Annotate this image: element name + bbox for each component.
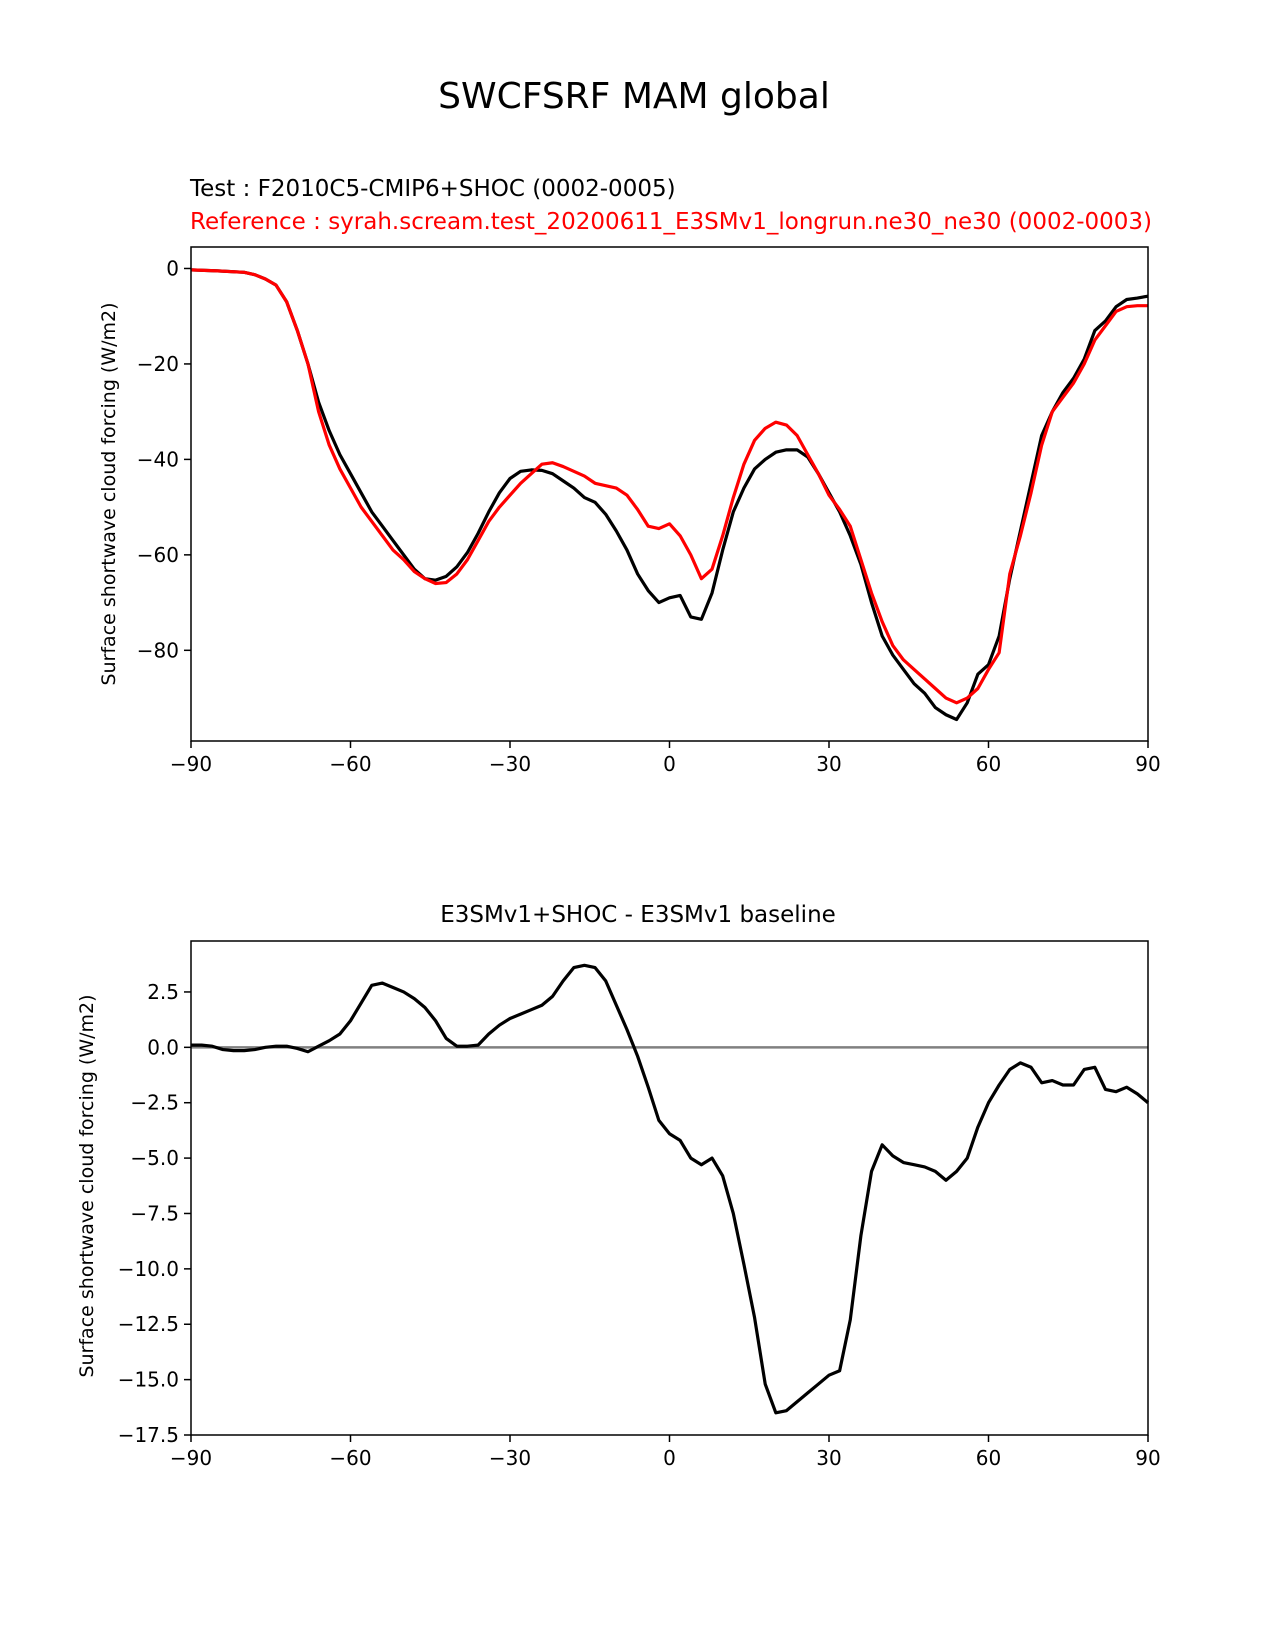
top-y-tick-label: −40	[137, 447, 179, 471]
top-y-tick-label: −60	[137, 543, 179, 567]
top-series-reference-line	[190, 268, 1148, 705]
top-ylabel: Surface shortwave cloud forcing (W/m2)	[98, 302, 120, 685]
panel-top-chart: Test : F2010C5-CMIP6+SHOC (0002-0005) Re…	[98, 176, 1161, 776]
bottom-y-tick-label: −15.0	[118, 1368, 179, 1392]
bottom-y-tick-label: −2.5	[130, 1091, 179, 1115]
reference-title: Reference : syrah.scream.test_20200611_E…	[190, 209, 1152, 235]
top-x-tick-label: 0	[663, 752, 676, 776]
bottom-plot-area: −90 −60 −30 0 30 60 90 2.5 0.0 −2.5 −5.0 −7.5 −10.0 −…	[118, 940, 1161, 1470]
top-x-tick-label: 30	[816, 752, 841, 776]
top-x-tick-label: −90	[170, 752, 212, 776]
top-plot-area: −90 −60 −30 0 30 60 90 0 −20 −40 −60 −80	[137, 246, 1161, 776]
top-y-tick-label: 0	[166, 256, 179, 280]
top-x-tick-label: −60	[329, 752, 371, 776]
bottom-y-tick-label: 2.5	[147, 980, 179, 1004]
bottom-x-tick-label: 30	[816, 1446, 841, 1470]
top-x-tick-label: 90	[1135, 752, 1160, 776]
top-series-test-line	[190, 268, 1149, 722]
test-title: Test : F2010C5-CMIP6+SHOC (0002-0005)	[189, 176, 676, 202]
bottom-x-tick-label: 0	[663, 1446, 676, 1470]
bottom-x-tick-label: 60	[976, 1446, 1001, 1470]
bottom-y-tick-label: −10.0	[118, 1257, 179, 1281]
top-x-tick-label: −30	[489, 752, 531, 776]
bottom-y-tick-label: −12.5	[118, 1312, 179, 1336]
bottom-x-tick-label: 90	[1135, 1446, 1160, 1470]
top-x-tick-label: 60	[976, 752, 1001, 776]
bottom-ylabel: Surface shortwave cloud forcing (W/m2)	[76, 994, 98, 1377]
panel-bottom-chart: E3SMv1+SHOC - E3SMv1 baseline Surface sh…	[76, 902, 1161, 1470]
bottom-x-tick-label: −30	[489, 1446, 531, 1470]
bottom-series-difference-line	[191, 963, 1150, 1415]
top-y-tick-label: −20	[137, 352, 179, 376]
figure-suptitle: SWCFSRF MAM global	[438, 76, 830, 117]
bottom-y-tick-label: −17.5	[118, 1423, 179, 1447]
bottom-y-tick-label: −7.5	[130, 1201, 179, 1225]
bottom-y-tick-label: 0.0	[147, 1035, 179, 1059]
bottom-y-tick-label: −5.0	[130, 1146, 179, 1170]
bottom-x-tick-label: −90	[170, 1446, 212, 1470]
bottom-x-tick-label: −60	[329, 1446, 371, 1470]
top-y-tick-label: −80	[137, 638, 179, 662]
difference-title: E3SMv1+SHOC - E3SMv1 baseline	[440, 902, 836, 928]
